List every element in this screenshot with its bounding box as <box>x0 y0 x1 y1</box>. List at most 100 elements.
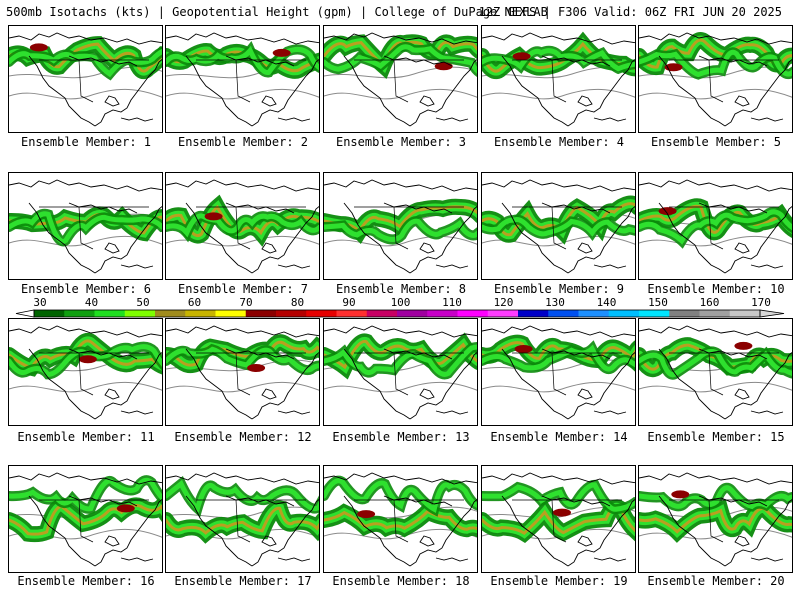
colorbar-left-arrow <box>15 309 35 318</box>
colorbar-swatch <box>215 310 247 317</box>
country-border <box>669 206 779 250</box>
colorbar-tick-label: 150 <box>648 296 668 309</box>
jet-stream-band <box>482 505 635 535</box>
ensemble-member-map <box>638 318 793 426</box>
ensemble-member-caption: Ensemble Member: 12 <box>174 430 312 444</box>
ensemble-member-map <box>8 25 163 133</box>
jet-stream-band <box>639 49 792 78</box>
jet-stream-band <box>639 506 792 534</box>
colorbar-swatch <box>34 310 65 317</box>
height-contour <box>9 88 162 100</box>
colorbar-tick-label: 80 <box>290 296 305 309</box>
country-border <box>196 59 306 103</box>
coastline <box>324 179 477 274</box>
ensemble-member-caption: Ensemble Member: 17 <box>174 574 312 588</box>
coastline <box>9 472 162 567</box>
colorbar-tick-label: 170 <box>751 296 771 309</box>
coastline <box>639 179 792 274</box>
jet-max-core <box>671 490 690 499</box>
coastline <box>324 472 477 567</box>
ensemble-member-map <box>8 465 163 573</box>
ensemble-member-map <box>481 465 636 573</box>
ensemble-member-caption: Ensemble Member: 14 <box>490 430 628 444</box>
ensemble-member-caption: Ensemble Member: 5 <box>650 135 782 149</box>
height-contour <box>482 381 635 393</box>
colorbar-tick-label: 60 <box>187 296 202 309</box>
ensemble-member-caption: Ensemble Member: 1 <box>20 135 152 149</box>
ensemble-member-map <box>8 318 163 426</box>
height-contour <box>324 88 477 100</box>
jet-stream-band <box>639 209 792 245</box>
jet-stream-band <box>324 478 477 513</box>
colorbar-right-arrow <box>759 309 785 318</box>
country-border <box>39 499 149 543</box>
coastline <box>324 325 477 420</box>
colorbar-swatch <box>94 310 126 317</box>
jet-max-core <box>553 508 571 517</box>
ensemble-member-map <box>165 318 320 426</box>
ensemble-member-map <box>481 25 636 133</box>
ensemble-member-map <box>165 172 320 280</box>
colorbar-swatch <box>548 310 579 317</box>
country-border <box>354 352 464 396</box>
jet-max-core <box>357 510 376 519</box>
ensemble-member-map <box>323 25 478 133</box>
coastline <box>482 32 635 127</box>
colorbar-swatch <box>699 310 731 317</box>
coastline <box>166 179 319 274</box>
jet-max-core <box>658 207 677 216</box>
country-border <box>669 352 779 396</box>
height-contour <box>482 88 635 100</box>
country-border <box>512 206 622 250</box>
jet-stream-band <box>324 344 477 377</box>
header-title: 500mb Isotachs (kts) | Geopotential Heig… <box>6 5 548 19</box>
jet-max-core <box>734 341 753 350</box>
colorbar-tick-label: 130 <box>545 296 565 309</box>
country-border <box>196 499 306 543</box>
ensemble-member-map <box>8 172 163 280</box>
colorbar-swatch <box>245 310 277 317</box>
jet-stream-band <box>9 48 162 78</box>
country-border <box>39 352 149 396</box>
jet-stream-band <box>9 477 162 512</box>
ensemble-member-caption: Ensemble Member: 20 <box>647 574 785 588</box>
colorbar-tick-label: 70 <box>239 296 253 309</box>
header: 500mb Isotachs (kts) | Geopotential Heig… <box>6 5 796 19</box>
colorbar-tick-label: 90 <box>342 296 356 309</box>
colorbar-swatch <box>185 310 216 317</box>
ensemble-member-caption: Ensemble Member: 2 <box>177 135 309 149</box>
country-border <box>512 499 622 543</box>
ensemble-member-map <box>323 465 478 573</box>
jet-max-core <box>514 345 533 353</box>
coastline <box>482 325 635 420</box>
ensemble-member-map <box>165 465 320 573</box>
country-border <box>39 206 149 250</box>
coastline <box>166 325 319 420</box>
jet-stream-band <box>9 503 162 536</box>
coastline <box>639 472 792 567</box>
jet-max-core <box>247 364 266 372</box>
colorbar-swatch <box>427 310 458 317</box>
header-run-info: 12Z GEFS | F306 Valid: 06Z FRI JUN 20 20… <box>478 5 782 19</box>
height-contour <box>324 381 477 393</box>
jet-stream-band <box>639 348 792 378</box>
colorbar-tick-label: 50 <box>136 296 150 309</box>
height-contour <box>166 381 319 393</box>
colorbar-tick-label: 160 <box>699 296 720 309</box>
ensemble-member-caption: Ensemble Member: 3 <box>335 135 467 149</box>
jet-stream-band <box>482 482 635 512</box>
colorbar-swatch <box>366 310 398 317</box>
colorbar-swatch <box>124 310 156 317</box>
coastline <box>482 179 635 274</box>
colorbar-tick-label: 120 <box>493 296 514 309</box>
height-contour <box>639 528 792 540</box>
ensemble-member-map <box>323 172 478 280</box>
coastline <box>9 179 162 274</box>
height-contour <box>639 235 792 247</box>
ensemble-member-caption: Ensemble Member: 7 <box>177 282 309 296</box>
country-border <box>669 59 779 103</box>
ensemble-member-caption: Ensemble Member: 6 <box>20 282 152 296</box>
colorbar-swatch <box>729 310 761 317</box>
ensemble-member-caption: Ensemble Member: 19 <box>490 574 628 588</box>
colorbar-swatch <box>306 310 337 317</box>
